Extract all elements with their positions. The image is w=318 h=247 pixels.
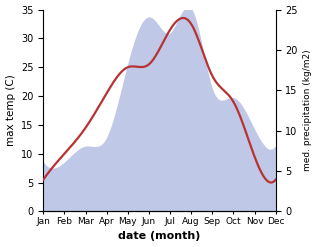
X-axis label: date (month): date (month) [118,231,201,242]
Y-axis label: med. precipitation (kg/m2): med. precipitation (kg/m2) [303,50,313,171]
Y-axis label: max temp (C): max temp (C) [5,75,16,146]
